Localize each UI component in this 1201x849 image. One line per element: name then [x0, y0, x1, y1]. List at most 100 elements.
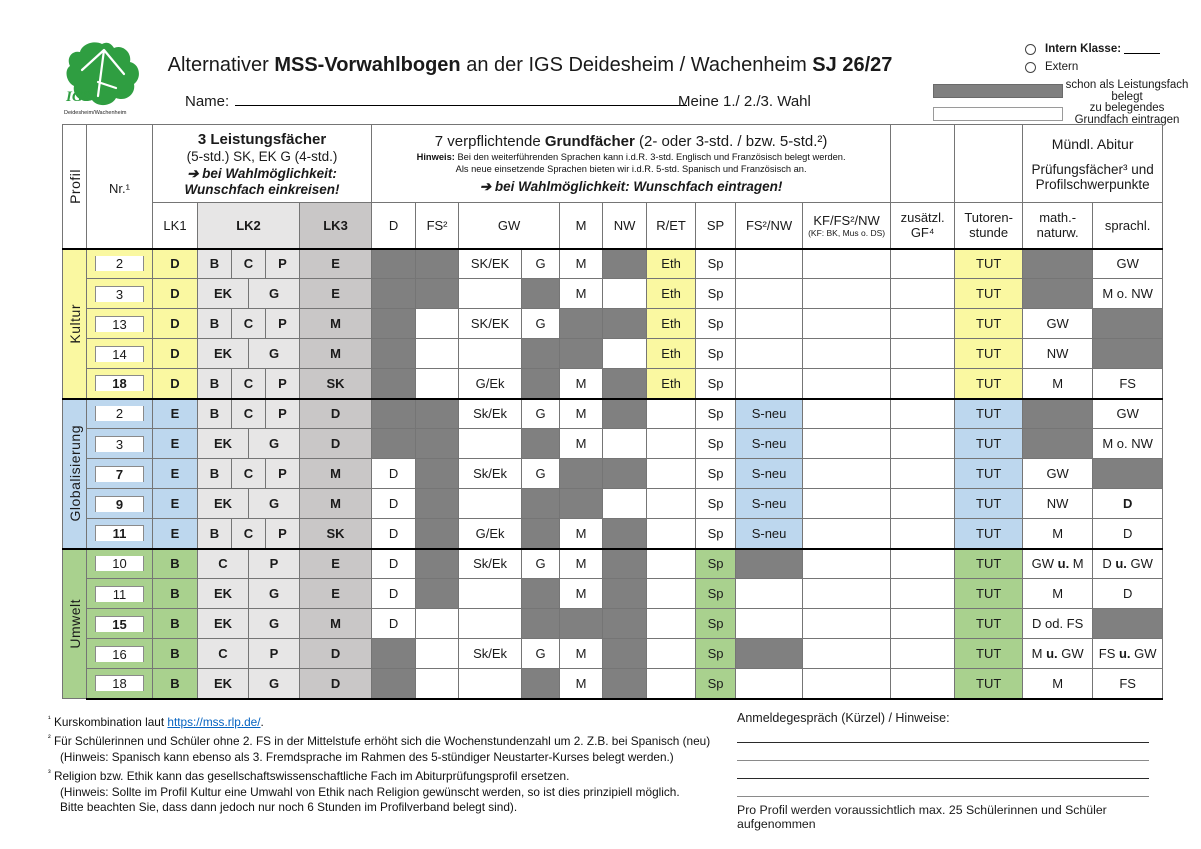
extern-radio[interactable] [1025, 61, 1036, 73]
cell-gwA[interactable]: SK/EK [458, 247, 523, 279]
cell-kf[interactable] [802, 547, 892, 579]
cell-lk2-option-g[interactable]: G [248, 428, 300, 459]
cell-zgf[interactable] [890, 428, 956, 459]
cell-fs2nw[interactable] [735, 247, 804, 279]
cell-kf[interactable] [802, 668, 892, 700]
notes-line-4[interactable] [737, 779, 1149, 797]
cell-gwA[interactable]: Sk/Ek [458, 547, 523, 579]
cell-zgf[interactable] [890, 578, 956, 609]
cell-kf[interactable] [802, 638, 892, 669]
cell-zgf[interactable] [890, 397, 956, 429]
cell-zgf[interactable] [890, 368, 956, 399]
cell-fs2nw[interactable] [735, 608, 804, 639]
cell-gwA[interactable]: G/Ek [458, 368, 523, 399]
cell-ret[interactable] [646, 397, 697, 429]
cell-lk2-option-p[interactable]: P [248, 638, 300, 669]
cell-lk2-option-b[interactable]: B [197, 308, 232, 339]
cell-gwA[interactable] [458, 668, 523, 700]
klasse-input-line[interactable] [1124, 44, 1161, 54]
cell-fs2nw[interactable] [735, 368, 804, 399]
cell-lk2-option-b[interactable]: B [197, 247, 232, 279]
cell-gwA[interactable]: Sk/Ek [458, 638, 523, 669]
cell-kf[interactable] [802, 278, 892, 309]
cell-ret[interactable] [646, 668, 697, 700]
cell-kf[interactable] [802, 608, 892, 639]
cell-lk2-option-ek[interactable]: EK [197, 338, 249, 369]
cell-lk2-option-b[interactable]: B [197, 518, 232, 549]
cell-gwA[interactable]: SK/EK [458, 308, 523, 339]
cell-fs2[interactable] [415, 308, 460, 339]
cell-lk2-option-g[interactable]: G [248, 668, 300, 700]
cell-ret[interactable] [646, 488, 697, 519]
cell-lk2-option-p[interactable]: P [265, 458, 300, 489]
cell-lk2-option-c[interactable]: C [231, 458, 266, 489]
cell-nw[interactable] [602, 338, 648, 369]
cell-lk2-option-g[interactable]: G [248, 278, 300, 309]
cell-zgf[interactable] [890, 638, 956, 669]
cell-fs2nw[interactable] [735, 308, 804, 339]
cell-ret[interactable] [646, 518, 697, 549]
cell-lk2-option-ek[interactable]: EK [197, 428, 249, 459]
cell-nw[interactable] [602, 278, 648, 309]
cell-gwA[interactable]: G/Ek [458, 518, 523, 549]
cell-lk2-option-p[interactable]: P [265, 368, 300, 399]
cell-ret[interactable] [646, 608, 697, 639]
cell-lk2-option-c[interactable]: C [197, 638, 249, 669]
cell-lk2-option-b[interactable]: B [197, 368, 232, 399]
cell-gwA[interactable] [458, 488, 523, 519]
cell-ret[interactable] [646, 638, 697, 669]
cell-gwA[interactable] [458, 278, 523, 309]
cell-lk2-option-ek[interactable]: EK [197, 278, 249, 309]
cell-ret[interactable] [646, 458, 697, 489]
cell-ret[interactable] [646, 428, 697, 459]
cell-lk2-option-p[interactable]: P [265, 247, 300, 279]
cell-lk2-option-g[interactable]: G [248, 488, 300, 519]
intern-option[interactable]: Intern Klasse: [1025, 40, 1191, 58]
cell-lk2-option-ek[interactable]: EK [197, 488, 249, 519]
cell-ret[interactable] [646, 578, 697, 609]
cell-zgf[interactable] [890, 488, 956, 519]
cell-fs2[interactable] [415, 368, 460, 399]
cell-lk2-option-p[interactable]: P [265, 397, 300, 429]
cell-gwA[interactable]: Sk/Ek [458, 397, 523, 429]
intern-radio[interactable] [1025, 43, 1036, 55]
cell-kf[interactable] [802, 428, 892, 459]
cell-lk2-option-g[interactable]: G [248, 338, 300, 369]
cell-lk2-option-b[interactable]: B [197, 397, 232, 429]
cell-lk2-option-ek[interactable]: EK [197, 578, 249, 609]
cell-kf[interactable] [802, 397, 892, 429]
cell-zgf[interactable] [890, 247, 956, 279]
cell-gwA[interactable] [458, 608, 523, 639]
cell-nw[interactable] [602, 428, 648, 459]
cell-lk2-option-p[interactable]: P [265, 518, 300, 549]
cell-lk2-option-c[interactable]: C [197, 547, 249, 579]
cell-gwA[interactable] [458, 428, 523, 459]
cell-zgf[interactable] [890, 518, 956, 549]
cell-fs2[interactable] [415, 338, 460, 369]
cell-lk2-option-g[interactable]: G [248, 608, 300, 639]
cell-lk2-option-c[interactable]: C [231, 247, 266, 279]
cell-zgf[interactable] [890, 338, 956, 369]
cell-fs2[interactable] [415, 608, 460, 639]
cell-lk2-option-c[interactable]: C [231, 368, 266, 399]
extern-option[interactable]: Extern [1025, 58, 1191, 76]
cell-fs2nw[interactable] [735, 278, 804, 309]
cell-fs2[interactable] [415, 668, 460, 700]
cell-lk2-option-c[interactable]: C [231, 518, 266, 549]
cell-zgf[interactable] [890, 308, 956, 339]
cell-fs2nw[interactable] [735, 668, 804, 700]
cell-gwA[interactable] [458, 578, 523, 609]
cell-fs2nw[interactable] [735, 338, 804, 369]
cell-kf[interactable] [802, 488, 892, 519]
cell-zgf[interactable] [890, 278, 956, 309]
mss-link[interactable]: https://mss.rlp.de/ [167, 714, 261, 729]
cell-zgf[interactable] [890, 608, 956, 639]
cell-lk2-option-p[interactable]: P [265, 308, 300, 339]
notes-line-3[interactable] [737, 761, 1149, 779]
cell-gwA[interactable] [458, 338, 523, 369]
cell-kf[interactable] [802, 578, 892, 609]
notes-line-2[interactable] [737, 743, 1149, 761]
name-input-line[interactable] [235, 92, 688, 106]
cell-zgf[interactable] [890, 458, 956, 489]
cell-gwA[interactable]: Sk/Ek [458, 458, 523, 489]
